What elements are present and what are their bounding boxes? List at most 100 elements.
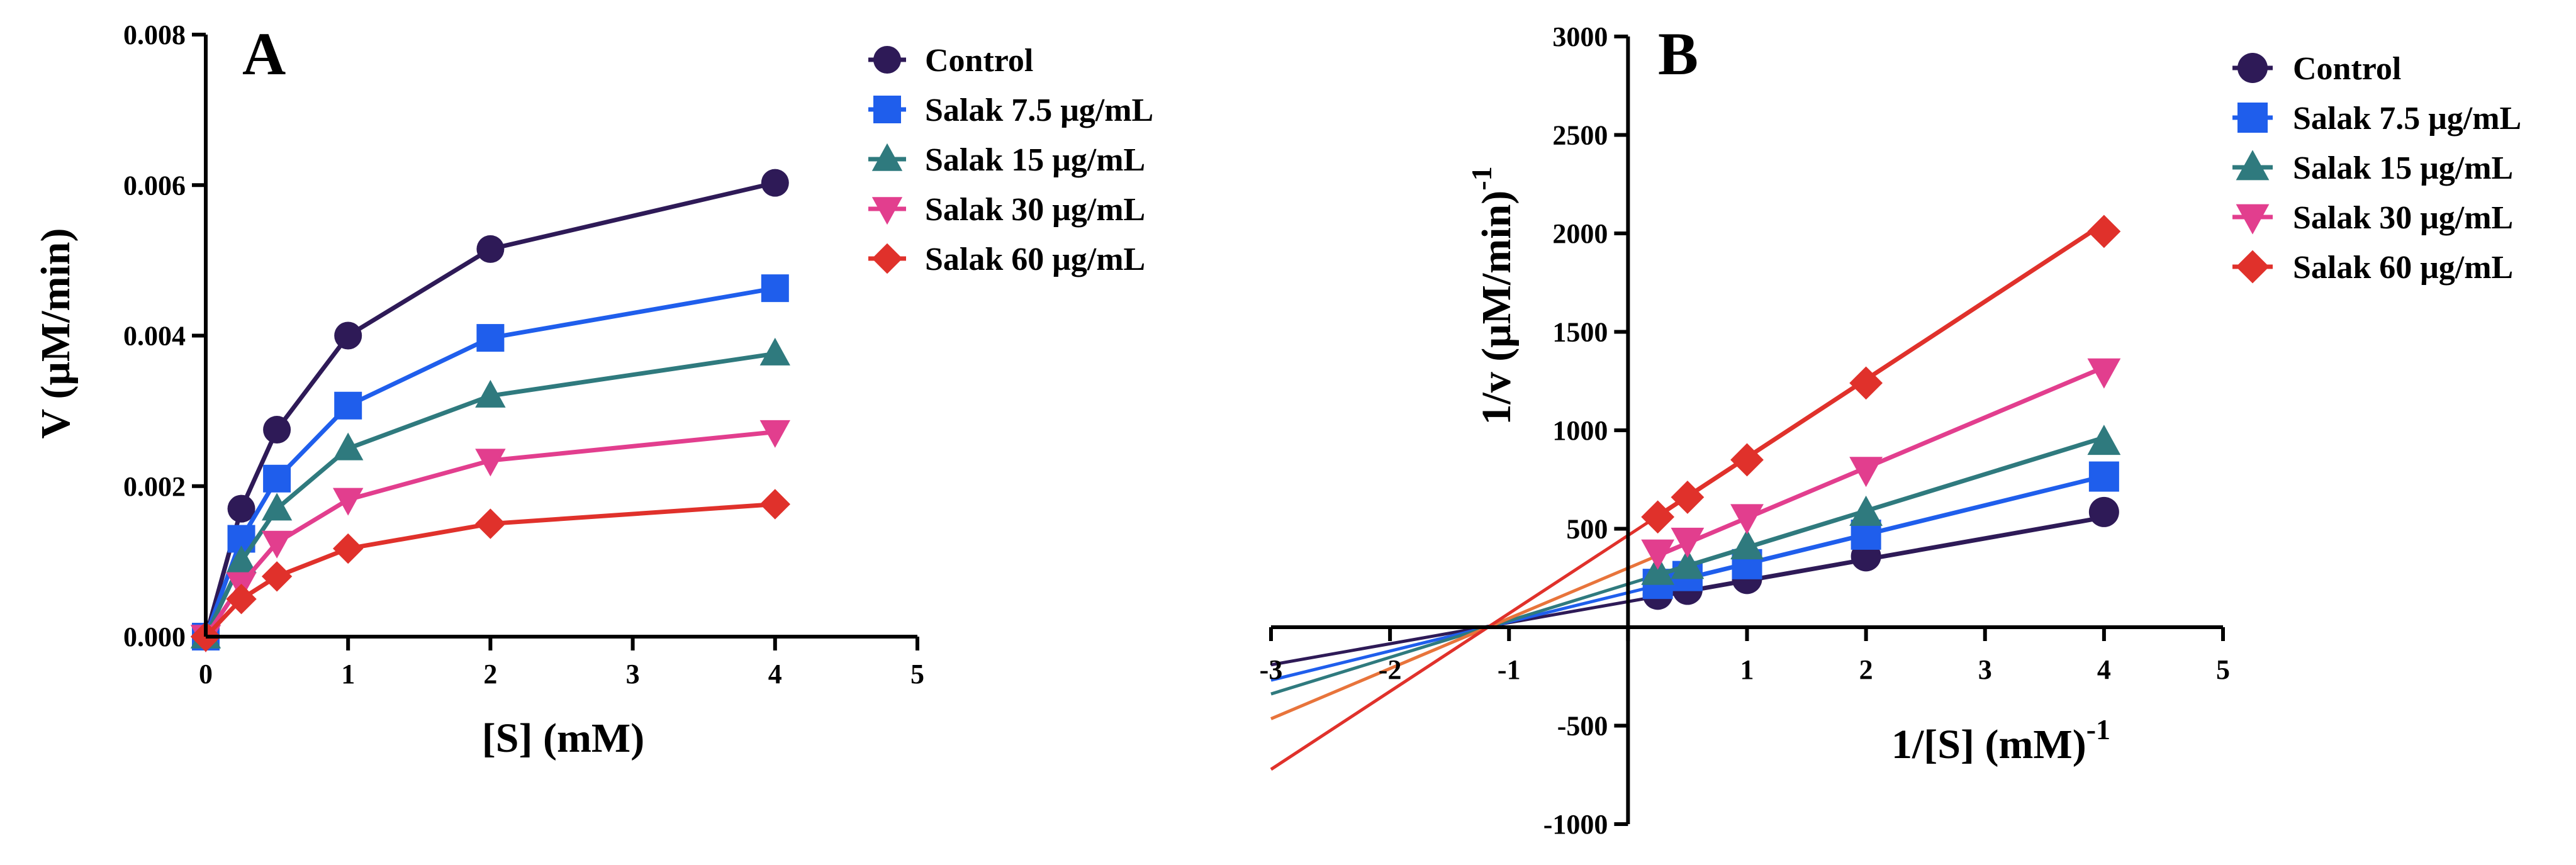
- panel-a-legend-marker: [871, 197, 903, 225]
- panel-b-point: [1641, 500, 1675, 534]
- panel-b-y-tick-label: -1000: [1543, 809, 1608, 840]
- panel-a-point: [334, 391, 362, 420]
- panel-b-x-tick-label: 2: [1859, 654, 1873, 685]
- panel-b-ticks: -3 -2 -1 1 2 3 4 5 -1000 -500 500 1000 1500 2000 2500 3…: [1260, 21, 2230, 840]
- panel-a-legend-item: Control: [868, 43, 1033, 79]
- panel-b-point: [2088, 461, 2119, 492]
- panel-a-legend-marker: [871, 243, 903, 274]
- panel-a-legend-label: Salak 30 μg/mL: [925, 192, 1145, 228]
- panel-b-y-tick-label: 1000: [1552, 415, 1608, 446]
- panel-a-point: [263, 416, 291, 444]
- panel-b-y-tick-label: 3000: [1552, 21, 1608, 52]
- panel-a-y-tick-label: 0.002: [123, 471, 186, 502]
- panel-b-y-tick-label: 2000: [1552, 218, 1608, 249]
- panel-b-legend-label: Salak 15 μg/mL: [2293, 150, 2513, 186]
- panel-b-x-tick-label: 3: [1978, 654, 1992, 685]
- panel-b-y-tick-label: 1500: [1552, 317, 1608, 348]
- panel-b-legend-marker: [2236, 204, 2270, 235]
- panel-b-y-tick-label: -500: [1557, 711, 1608, 742]
- panel-a-x-tick-label: 3: [626, 659, 640, 689]
- panel-b-legend-label: Salak 30 μg/mL: [2293, 200, 2513, 236]
- panel-a-line: [203, 286, 776, 638]
- panel-a-letter: A: [242, 20, 286, 87]
- panel-b-legend: Control Salak 7.5 μg/mL Salak 15 μg/mL Sala…: [2232, 51, 2521, 286]
- panel-a-x-tick-label: 1: [341, 659, 355, 689]
- panel-b-legend-marker: [2236, 250, 2270, 284]
- panel-b-x-tick-label: -1: [1498, 654, 1521, 685]
- panel-a-legend-marker: [871, 143, 903, 171]
- panel-a-axes: [204, 35, 917, 639]
- panel-a-legend-label: Salak 60 μg/mL: [925, 242, 1145, 277]
- panel-b-point: [1730, 504, 1764, 535]
- panel-b-point: [1849, 457, 1883, 488]
- panel-b-y-tick-label: 2500: [1552, 120, 1608, 151]
- panel-a-point: [475, 379, 506, 408]
- panel-b-legend-label: Salak 60 μg/mL: [2293, 250, 2513, 286]
- panel-b-series: [1641, 215, 2121, 610]
- panel-b-legend-item: Salak 60 μg/mL: [2232, 250, 2513, 286]
- panel-b-letter: B: [1658, 20, 1698, 87]
- panel-b-x-tick-label: 4: [2097, 654, 2111, 685]
- panel-a-x-axis-title: [S] (mM): [482, 715, 644, 761]
- panel-a-point: [759, 337, 790, 366]
- panel-b-x-axis-title: 1/[S] (mM)-1: [1891, 713, 2110, 767]
- panel-a-legend-marker: [873, 46, 901, 74]
- panel-a-ticks: 0 1 2 3 4 5 0.000 0.002 0.004 0.006 0.008: [123, 20, 924, 689]
- panel-a-point: [334, 321, 362, 350]
- panel-a-legend-label: Salak 7.5 μg/mL: [925, 92, 1153, 128]
- panel-b-point: [1641, 539, 1675, 570]
- panel-a-point: [333, 488, 364, 516]
- panel-b-legend-marker: [2236, 150, 2270, 181]
- panel-a-legend-item: Salak 30 μg/mL: [868, 192, 1145, 228]
- panel-b-point: [1641, 554, 1675, 585]
- panel-a-legend-item: Salak 7.5 μg/mL: [868, 92, 1153, 128]
- panel-a-y-tick-label: 0.004: [123, 321, 186, 352]
- panel-a-point: [333, 533, 364, 564]
- panel-b-point: [2087, 425, 2121, 455]
- panel-b-series-salak-30-g-ml: [1641, 358, 2121, 570]
- panel-b-y-axis-title-sup: -1: [1465, 166, 1498, 190]
- panel-b-point: [2088, 496, 2119, 527]
- panel-b-point: [2087, 358, 2121, 389]
- panel-a-point: [475, 508, 506, 539]
- panel-b-x-tick-label: -3: [1260, 654, 1283, 685]
- panel-b-x-tick-label: 1: [1740, 654, 1754, 685]
- panel-a-point: [263, 464, 291, 493]
- panel-b-point: [1730, 529, 1764, 560]
- panel-b-point: [1849, 495, 1883, 526]
- panel-b-legend-item: Salak 30 μg/mL: [2232, 200, 2513, 236]
- panel-a-series-salak-15-g-ml: [190, 337, 790, 649]
- panel-a-legend: Control Salak 7.5 μg/mL Salak 15 μg/mL Sala…: [868, 43, 1153, 277]
- panel-b-y-axis-title-text: 1/v (μM/min): [1474, 191, 1520, 425]
- panel-a-point: [333, 432, 364, 460]
- panel-b-x-axis-title-text: 1/[S] (mM): [1891, 722, 2086, 767]
- panel-a-point: [261, 561, 293, 592]
- panel-a-x-tick-label: 2: [483, 659, 497, 689]
- panel-b-data-line: [1657, 365, 2105, 558]
- panel-a-y-tick-label: 0.000: [123, 622, 186, 652]
- panel-b-series-salak-15-g-ml: [1641, 425, 2121, 585]
- panel-a-point: [226, 545, 257, 574]
- panel-a-legend-label: Salak 15 μg/mL: [925, 142, 1145, 178]
- panel-b-point: [1671, 549, 1705, 579]
- panel-a-legend-label: Control: [925, 43, 1033, 79]
- panel-a-x-tick-label: 4: [768, 659, 782, 689]
- panel-a-point: [475, 449, 506, 477]
- panel-a-series-salak-60-g-ml: [190, 489, 790, 652]
- panel-a-y-tick-label: 0.006: [123, 170, 186, 201]
- panel-a-point: [476, 235, 505, 263]
- panel-a-series: [190, 169, 790, 653]
- panel-b-axes: [1271, 36, 2223, 824]
- panel-b-x-tick-label: 5: [2216, 654, 2230, 685]
- panel-b-data-line: [1656, 221, 2105, 518]
- panel-b-y-tick-label: 500: [1566, 514, 1608, 545]
- panel-a-point: [227, 494, 255, 523]
- panel-b-legend-item: Control: [2232, 51, 2401, 87]
- panel-b-point: [1671, 527, 1705, 558]
- panel-a-y-tick-label: 0.008: [123, 20, 186, 50]
- panel-b-legend-marker: [2237, 53, 2268, 83]
- panel-a-legend-marker: [873, 96, 901, 123]
- panel-a-x-tick-label: 0: [199, 659, 213, 689]
